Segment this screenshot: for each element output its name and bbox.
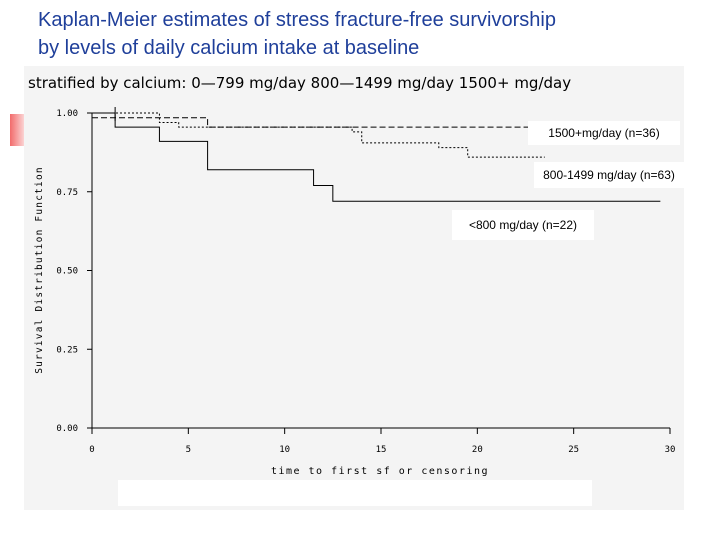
- y-tick-label: 0.50: [56, 267, 78, 277]
- annotation-label: 800-1499 mg/day (n=63): [543, 168, 675, 182]
- x-tick-label: 25: [568, 445, 579, 455]
- caption-strip: [118, 480, 592, 506]
- slide-title: Kaplan-Meier estimates of stress fractur…: [38, 6, 698, 62]
- slide-title-line-1: Kaplan-Meier estimates of stress fractur…: [38, 9, 556, 31]
- y-axis-label: Survival Distribution Function: [34, 166, 45, 374]
- x-axis-label: time to first sf or censoring: [271, 466, 489, 477]
- x-tick-label: 0: [89, 445, 94, 455]
- chart-title: stratified by calcium: 0—799 mg/day 800—…: [28, 74, 571, 92]
- y-tick-label: 0.25: [56, 345, 78, 355]
- y-tick-label: 0.75: [56, 188, 78, 198]
- km-series-line-3: [92, 117, 536, 128]
- annotation-box: [534, 162, 684, 188]
- chart-ticks: 0.00 0.25 0.50 0.75 1.00 0 5 10 15 20 25 30: [56, 109, 675, 455]
- chart-axes: [91, 113, 670, 429]
- chart-series: [92, 107, 661, 202]
- x-tick-label: 5: [186, 445, 191, 455]
- y-tick-label: 0.00: [56, 424, 78, 434]
- x-tick-label: 20: [472, 445, 483, 455]
- annotation-box: [528, 121, 680, 145]
- km-series-line-1: [92, 112, 661, 202]
- x-tick-label: 15: [376, 445, 387, 455]
- km-series-line-2: [92, 112, 545, 158]
- annotation-box: [452, 210, 594, 240]
- annotation-label: <800 mg/day (n=22): [469, 218, 577, 232]
- slide-title-line-2: by levels of daily calcium intake at bas…: [38, 37, 420, 59]
- x-tick-label: 10: [279, 445, 290, 455]
- x-tick-label: 30: [665, 445, 676, 455]
- chart-annotations: 1500+mg/day (n=36) 800-1499 mg/day (n=63)…: [118, 121, 684, 506]
- y-tick-label: 1.00: [56, 109, 78, 119]
- annotation-label: 1500+mg/day (n=36): [548, 126, 659, 140]
- accent-bar: [10, 114, 24, 146]
